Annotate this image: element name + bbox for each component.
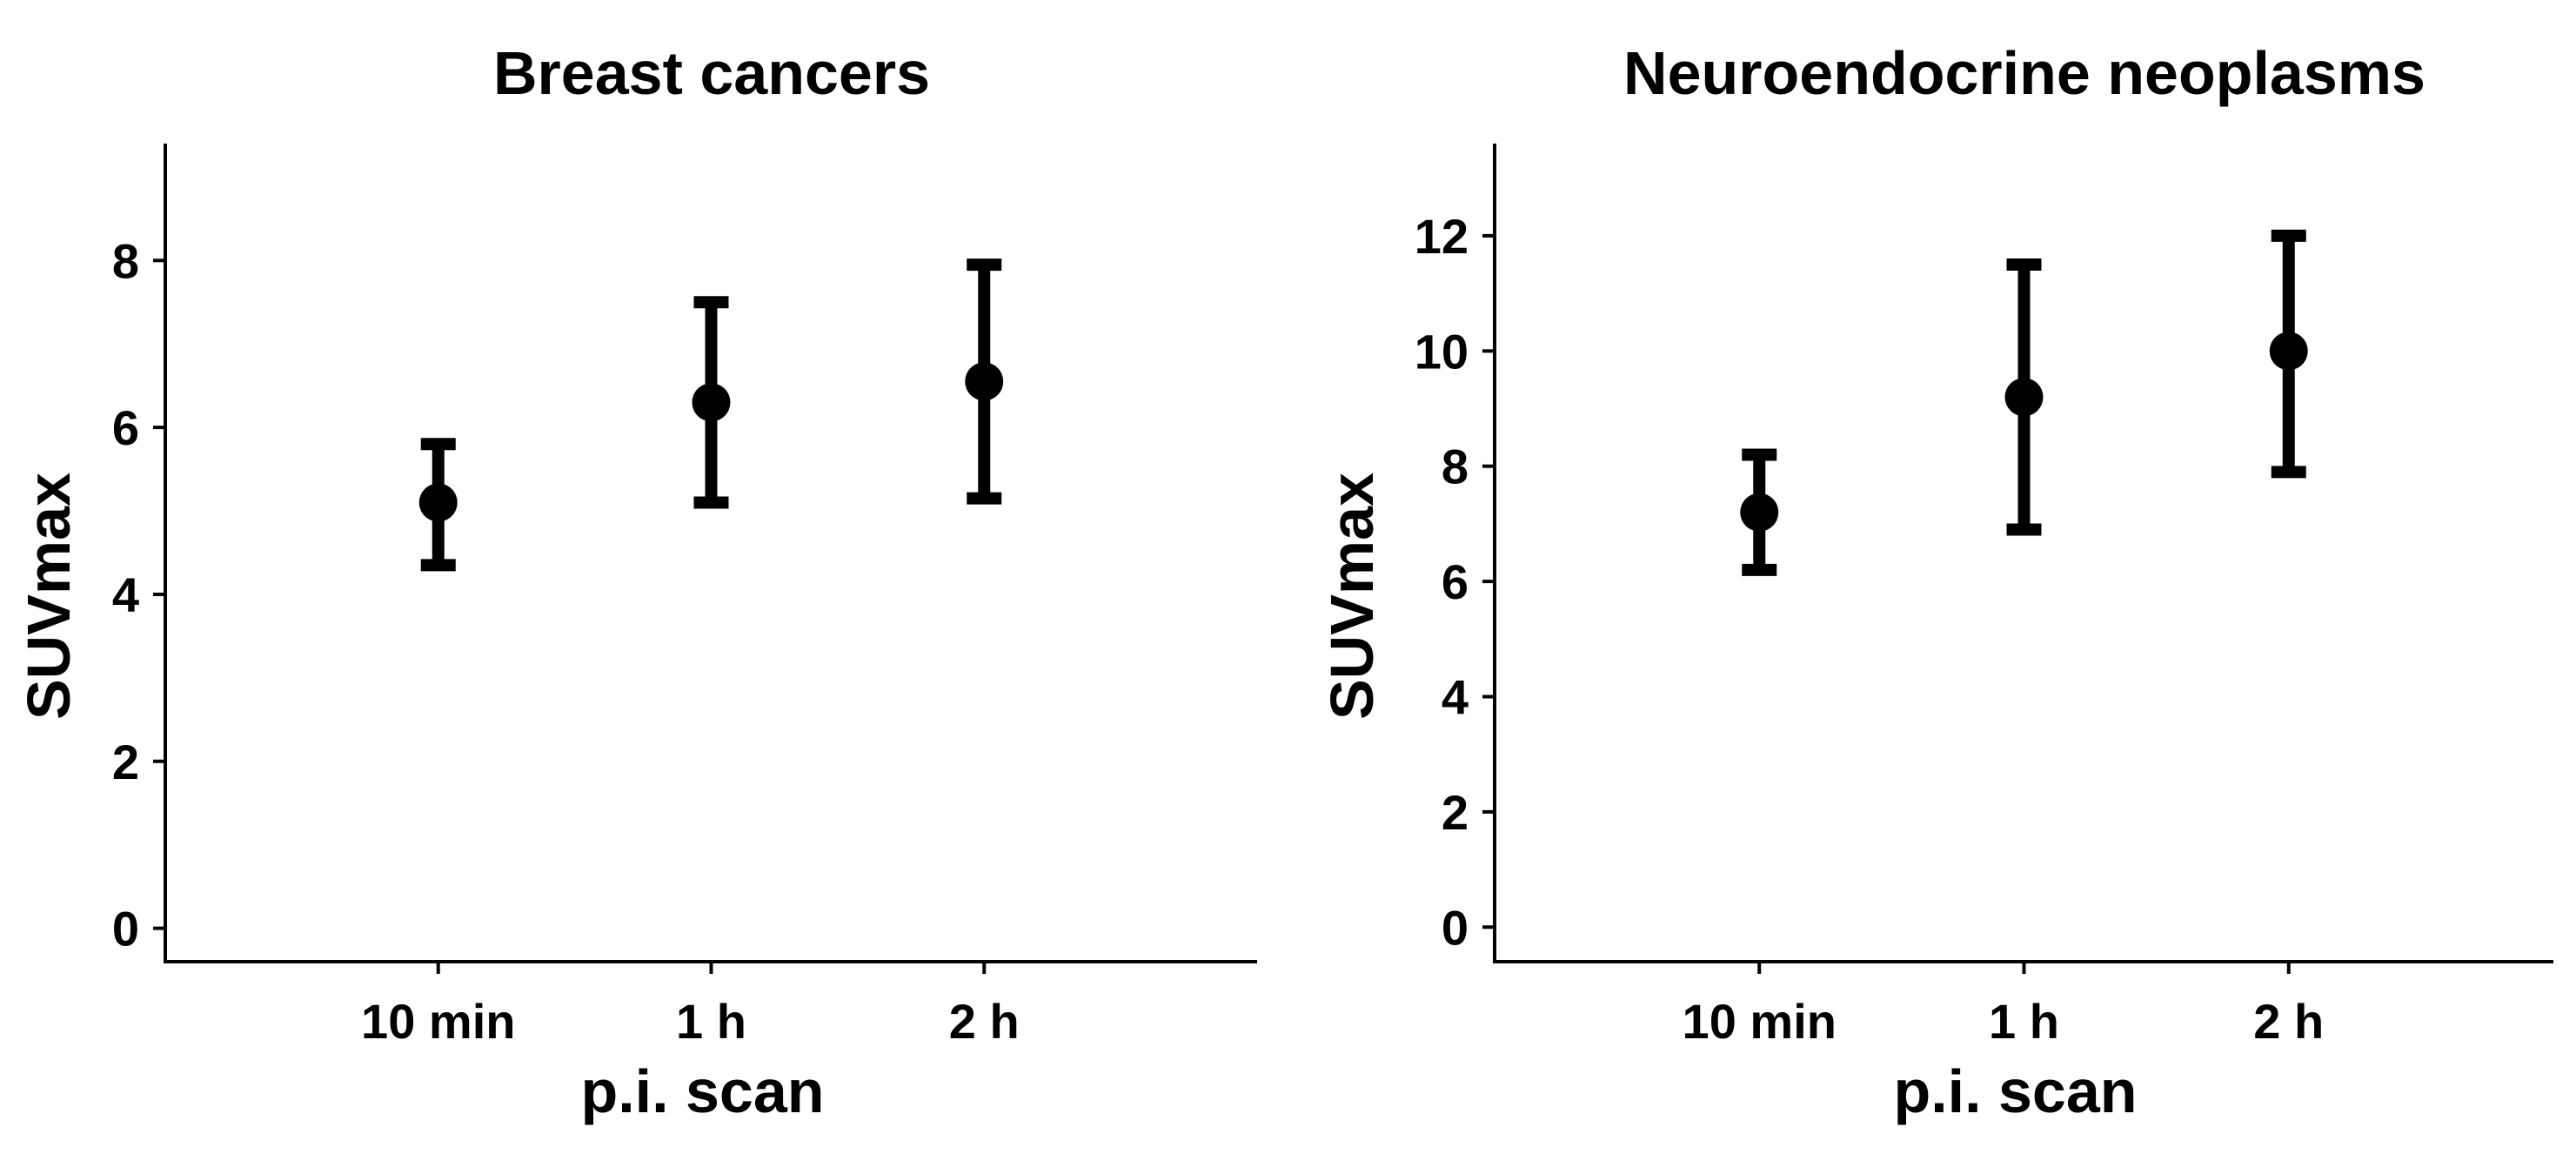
data-point	[692, 383, 731, 422]
chart-title: Neuroendocrine neoplasms	[1623, 39, 2425, 107]
x-tick-label: 1 h	[1989, 994, 2059, 1049]
y-tick-label: 4	[1442, 669, 1469, 724]
x-axis-title: p.i. scan	[580, 1057, 824, 1125]
y-tick-label: 6	[112, 400, 139, 455]
y-tick-label: 2	[1442, 785, 1469, 840]
data-point	[965, 362, 1004, 401]
x-axis-title: p.i. scan	[1893, 1057, 2137, 1125]
x-tick-label: 10 min	[361, 994, 515, 1049]
data-point	[1740, 493, 1779, 532]
chart-title: Breast cancers	[493, 39, 930, 107]
data-point	[2269, 332, 2308, 371]
y-tick-label: 2	[112, 735, 139, 789]
y-tick-label: 0	[112, 902, 139, 956]
x-tick-label: 10 min	[1683, 994, 1837, 1049]
y-tick-label: 0	[1442, 900, 1469, 955]
y-tick-label: 6	[1442, 554, 1469, 609]
y-tick-label: 4	[112, 567, 139, 622]
y-axis-title: SUVmax	[1318, 473, 1386, 720]
y-tick-label: 8	[112, 233, 139, 288]
data-point	[2004, 378, 2044, 417]
chart-panel-1: Breast cancers 0 2 4 6 8 10 min 1 h 2 h p.i. scan…	[15, 39, 1257, 1125]
x-tick-label: 2 h	[2253, 994, 2324, 1049]
y-tick-label: 12	[1415, 209, 1469, 264]
y-axis-title: SUVmax	[15, 473, 83, 720]
x-tick-label: 1 h	[676, 994, 746, 1049]
chart-panel-2: Neuroendocrine neoplasms 0 2 4 6 8 10 12 10 min 1…	[1318, 39, 2553, 1125]
y-tick-label: 10	[1415, 324, 1469, 379]
x-tick-label: 2 h	[949, 994, 1020, 1049]
data-point	[418, 483, 458, 522]
y-tick-label: 8	[1442, 439, 1469, 494]
